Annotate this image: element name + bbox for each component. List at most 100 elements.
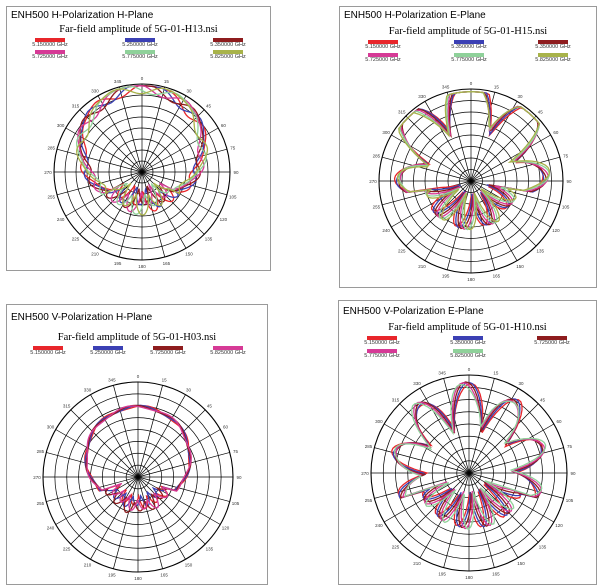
grid-spoke [383,423,470,474]
angular-tick-label: 315 [398,110,406,115]
angular-tick-label: 0 [137,374,140,379]
grid-spoke [382,156,472,182]
angular-tick-label: 240 [47,526,55,531]
legend-label: 5.350000 GHz [450,340,486,346]
legend-swatch [454,40,484,44]
grid-spoke [399,472,470,543]
legend-item: 5.350000 GHz [433,336,503,346]
angular-tick-label: 150 [517,561,525,566]
angular-tick-label: 165 [493,274,501,279]
grid-spoke [79,109,143,173]
angular-tick-label: 315 [392,397,400,402]
angular-tick-label: 90 [566,179,572,184]
angular-tick-label: 165 [492,571,500,576]
legend-label: 5.250000 GHz [122,42,158,48]
polar-plot: 0 15 30 45 60 75 90 105 120 135 150 165 180 195 210 225… [361,367,576,580]
legend-item: 5.825000 GHz [193,346,263,356]
legend-label: 5.250000 GHz [90,350,126,356]
grid-spoke [46,452,139,478]
angular-tick-label: 90 [570,471,576,476]
angular-tick-label: 285 [47,146,55,151]
grid-spoke [468,387,519,474]
angular-tick-label: 300 [47,425,55,430]
angular-tick-label: 90 [236,475,242,480]
angular-tick-label: 150 [185,562,193,567]
polar-chart-panel-h10: ENH500 V-Polarization E-Plane Far-field … [338,300,597,585]
grid-spoke [141,95,187,173]
legend-swatch [35,38,65,42]
angular-tick-label: 210 [91,251,99,256]
legend-label: 5.350000 GHz [535,44,571,50]
grid-spoke [405,115,472,182]
legend-label: 5.825000 GHz [210,350,246,356]
legend-label: 5.725000 GHz [150,350,186,356]
legend-swatch [368,53,398,57]
legend-label: 5.350000 GHz [210,42,246,48]
grid-spoke [55,429,139,478]
angular-tick-label: 60 [557,419,563,424]
polar-chart-panel-h13: ENH500 H-Polarization H-Plane Far-field … [6,6,271,271]
legend-swatch [153,346,183,350]
grid-spoke [56,148,143,173]
legend-swatch [213,38,243,42]
angular-tick-label: 285 [37,449,45,454]
angular-tick-label: 105 [566,498,574,503]
grid-spoke [141,171,166,258]
legend-label: 5.150000 GHz [30,350,66,356]
grid-spoke [70,409,139,478]
angular-tick-label: 165 [160,573,168,578]
legend-label: 5.825000 GHz [210,54,246,60]
grid-spoke [137,476,206,545]
angular-tick-label: 15 [493,371,499,376]
legend-item: 5.725000 GHz [348,53,418,63]
grid-spoke [419,387,470,474]
legend-swatch [453,349,483,353]
grid-spoke [90,476,139,560]
chart-title: Far-field amplitude of 5G-01-H15.nsi [388,26,548,37]
legend-item: 5.725000 GHz [133,346,203,356]
legend-label: 5.150000 GHz [364,340,400,346]
grid-spoke [141,148,228,173]
angular-tick-label: 60 [221,123,227,128]
polar-chart-panel-h03: ENH500 V-Polarization H-Plane Far-field … [6,304,268,585]
chart-title: Far-field amplitude of 5G-01-H03.nsi [57,332,217,343]
grid-spoke [113,476,139,569]
series-line [85,404,192,514]
legend-item: 5.250000 GHz [105,38,175,48]
angular-tick-label: 180 [138,264,146,269]
grid-spoke [470,101,518,182]
grid-spoke [468,472,564,499]
angular-tick-label: 60 [553,130,559,135]
series-line [86,405,192,511]
angular-tick-label: 135 [539,545,547,550]
angular-tick-label: 225 [398,248,406,253]
angular-tick-label: 75 [233,449,239,454]
angular-tick-label: 195 [114,261,122,266]
polar-plot: 0 15 30 45 60 75 90 105 120 135 150 165 180 195 210 225… [369,81,572,282]
grid-spoke [470,180,560,206]
grid-spoke [374,447,470,474]
angular-tick-label: 15 [162,377,168,382]
grid-spoke [55,476,139,525]
angular-tick-label: 75 [563,154,569,159]
angular-tick-label: 75 [567,444,573,449]
polar-plot: 0 15 30 45 60 75 90 105 120 135 150 165 180 195 210 225… [44,76,239,269]
grid-spoke [79,171,143,235]
angular-tick-label: 30 [186,89,192,94]
grid-spoke [56,171,143,196]
legend-item: 5.150000 GHz [13,346,83,356]
legend-swatch [213,50,243,54]
legend-label: 5.825000 GHz [450,353,486,359]
polar-chart-panel-h15: ENH500 H-Polarization E-Plane Far-field … [339,6,597,288]
legend-swatch [454,53,484,57]
angular-tick-label: 225 [392,545,400,550]
legend-swatch [453,336,483,340]
angular-tick-label: 60 [223,425,229,430]
angular-tick-label: 255 [47,194,55,199]
polar-plot: 0 15 30 45 60 75 90 105 120 135 150 165 180 195 210 225… [33,374,242,581]
legend-swatch [368,40,398,44]
angular-tick-label: 195 [108,573,116,578]
series-line [398,91,550,231]
grid-spoke [141,171,187,249]
angular-tick-label: 210 [413,561,421,566]
